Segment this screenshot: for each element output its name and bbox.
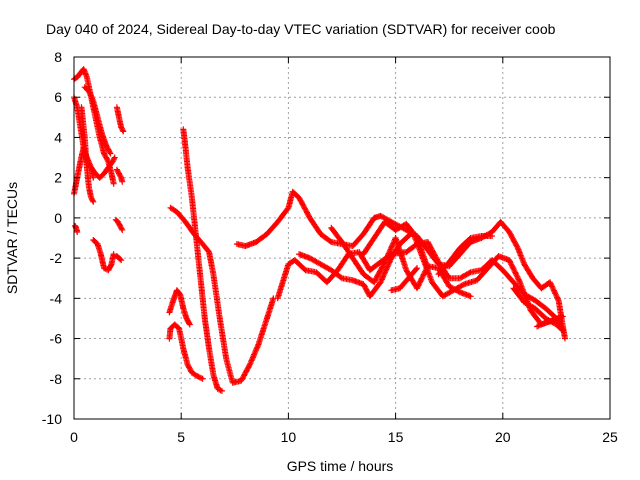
series-markers — [112, 216, 126, 233]
series-track-t — [360, 218, 431, 272]
data-points — [71, 66, 568, 394]
axis-ticks: 0 5 10 15 20 25 -10 -8 -6 -4 -2 0 2 4 6 8 — [42, 49, 618, 445]
series-track-o — [166, 287, 193, 328]
x-tick-label: 5 — [177, 429, 185, 445]
plot-frame — [73, 56, 611, 420]
y-tick-label: 0 — [54, 210, 62, 226]
series-track-u — [435, 232, 496, 278]
x-tick-label: 15 — [388, 429, 404, 445]
series-markers — [72, 222, 81, 235]
series-track-h — [113, 253, 125, 264]
series-markers — [180, 126, 225, 394]
series-markers — [78, 104, 97, 205]
series-markers — [360, 218, 431, 272]
series-track-d — [78, 104, 97, 205]
series-track-j — [113, 166, 126, 185]
series-markers — [90, 237, 117, 274]
y-tick-label: 4 — [54, 129, 62, 145]
series-markers — [388, 265, 421, 294]
y-tick-label: -2 — [50, 250, 63, 266]
y-tick-label: -4 — [50, 290, 63, 306]
series-markers — [113, 253, 125, 264]
series-markers — [167, 204, 277, 386]
series-track-n — [166, 321, 206, 382]
series-track-l — [167, 204, 277, 386]
y-tick-label: -10 — [42, 411, 62, 427]
series-markers — [166, 321, 206, 382]
series-markers — [113, 166, 126, 185]
x-tick-label: 20 — [495, 429, 511, 445]
series-track-k — [113, 104, 127, 135]
chart-title: Day 040 of 2024, Sidereal Day-to-day VTE… — [46, 21, 556, 37]
y-tick-label: 2 — [54, 170, 62, 186]
y-tick-label: -8 — [50, 371, 63, 387]
series-track-f — [72, 222, 81, 235]
series-track-v — [388, 265, 421, 294]
series-track-e — [81, 84, 114, 157]
series-track-x — [534, 317, 558, 330]
x-tick-label: 10 — [281, 429, 297, 445]
series-markers — [113, 104, 127, 135]
series-track-m — [180, 126, 225, 394]
y-axis-label: SDTVAR / TECUs — [4, 182, 20, 294]
y-tick-label: -6 — [50, 331, 63, 347]
series-track-g — [90, 237, 117, 274]
x-tick-label: 0 — [70, 429, 78, 445]
series-markers — [435, 232, 496, 278]
series-markers — [166, 287, 193, 328]
y-tick-label: 8 — [54, 49, 62, 65]
series-markers — [534, 317, 558, 330]
x-tick-label: 25 — [602, 429, 618, 445]
y-tick-label: 6 — [54, 89, 62, 105]
x-axis-label: GPS time / hours — [287, 458, 394, 474]
series-markers — [81, 84, 114, 157]
series-track-i — [112, 216, 126, 233]
